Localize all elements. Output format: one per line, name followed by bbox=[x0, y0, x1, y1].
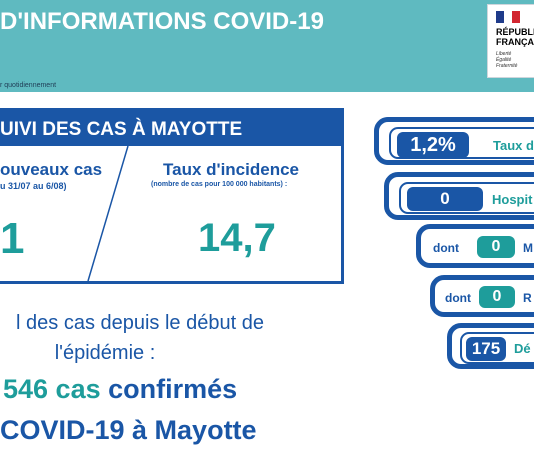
total-line-1: l des cas depuis le début de bbox=[16, 312, 264, 334]
stat-deaths-label: Dé bbox=[514, 341, 531, 356]
new-cases-value: 1 bbox=[0, 214, 25, 263]
confirmed-cases: 546 cas confirmés bbox=[3, 374, 237, 405]
stat-sub-2-label: R bbox=[523, 291, 532, 305]
incidence-title: Taux d'incidence bbox=[163, 160, 299, 179]
stat-hospital-value: 0 bbox=[407, 187, 483, 211]
confirmed-label: confirmés bbox=[108, 374, 238, 404]
incidence-subtitle: (nombre de cas pour 100 000 habitants) : bbox=[151, 181, 288, 188]
stat-pill-deaths: 175 Dé bbox=[447, 323, 534, 369]
update-note: r quotidiennement bbox=[0, 82, 57, 89]
french-flag-icon bbox=[496, 11, 520, 23]
new-cases-period: u 31/07 au 6/08) bbox=[0, 181, 67, 191]
page-title: D'INFORMATIONS COVID-19 bbox=[0, 8, 324, 35]
stat-sub-2-value: 0 bbox=[479, 286, 515, 308]
stat-rate-value: 1,2% bbox=[397, 132, 469, 158]
stat-sub-1-label: M bbox=[523, 241, 533, 255]
stat-deaths-value: 175 bbox=[466, 337, 506, 361]
incidence-value: 14,7 bbox=[198, 216, 276, 260]
logo-line-2: FRANÇAISE bbox=[496, 37, 534, 47]
stat-pill-hospital: 0 Hospit bbox=[384, 172, 534, 220]
confirmed-number: 546 cas bbox=[3, 374, 101, 404]
stat-pill-sub-2: dont 0 R bbox=[430, 275, 534, 317]
stat-hospital-label: Hospit bbox=[492, 192, 533, 207]
confirmed-location: COVID-19 à Mayotte bbox=[0, 415, 257, 445]
stat-pill-rate: 1,2% Taux d bbox=[374, 117, 534, 165]
new-cases-title: ouveaux cas bbox=[0, 160, 103, 179]
republique-francaise-logo: RÉPUBLIQUE FRANÇAISE Liberté Égalité Fra… bbox=[487, 4, 534, 78]
stat-sub-1-value: 0 bbox=[477, 236, 515, 258]
stat-rate-label: Taux d bbox=[493, 138, 534, 153]
total-line-2: l'épidémie : bbox=[54, 342, 156, 364]
logo-motto: Liberté Égalité Fraternité bbox=[496, 51, 518, 69]
stat-pill-sub-1: dont 0 M bbox=[416, 224, 534, 268]
cases-panel-title: UIVI DES CAS À MAYOTTE bbox=[0, 119, 243, 140]
stat-sub-2-prefix: dont bbox=[445, 291, 471, 305]
header-banner bbox=[0, 0, 534, 92]
cases-panel-title-bar bbox=[0, 108, 344, 146]
logo-line-1: RÉPUBLIQUE bbox=[496, 27, 534, 37]
stat-sub-1-prefix: dont bbox=[433, 241, 459, 255]
